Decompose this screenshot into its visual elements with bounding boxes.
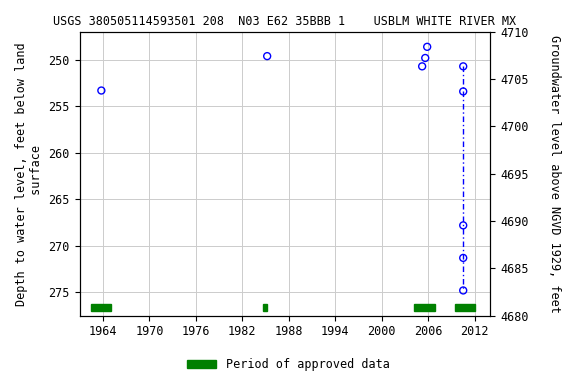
Y-axis label: Depth to water level, feet below land
 surface: Depth to water level, feet below land su… <box>15 42 43 306</box>
Point <box>458 287 468 293</box>
Y-axis label: Groundwater level above NGVD 1929, feet: Groundwater level above NGVD 1929, feet <box>548 35 561 313</box>
Point <box>418 63 427 70</box>
Bar <box>263 305 267 311</box>
Point <box>458 88 468 94</box>
Point <box>423 44 432 50</box>
Point <box>458 255 468 261</box>
Bar <box>456 305 475 311</box>
Point <box>458 222 468 228</box>
Point <box>458 63 468 70</box>
Title: USGS 380505114593501 208  N03 E62 35BBB 1    USBLM WHITE RIVER MX: USGS 380505114593501 208 N03 E62 35BBB 1… <box>54 15 517 28</box>
Point <box>97 88 106 94</box>
Legend: Period of approved data: Period of approved data <box>182 354 394 376</box>
Bar <box>414 305 434 311</box>
Point <box>420 55 430 61</box>
Bar <box>91 305 111 311</box>
Point <box>263 53 272 59</box>
